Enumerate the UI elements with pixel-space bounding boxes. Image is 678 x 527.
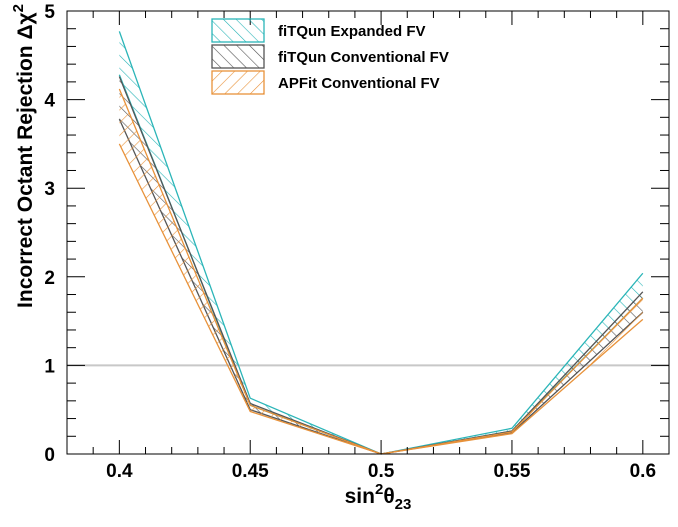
legend-label: fiTQun Conventional FV — [278, 49, 449, 66]
y-tick-label: 4 — [44, 91, 55, 112]
x-axis-label-sup: 2 — [375, 481, 383, 498]
legend-item: APFit Conventional FV — [211, 70, 440, 95]
x-axis-label-sub: 23 — [395, 496, 412, 513]
x-tick-label: 0.4 — [106, 461, 133, 482]
legend: fiTQun Expanded FV fiTQun Conventional FV… — [211, 18, 449, 95]
axis-layer: 0.4 0.45 0.5 0.55 0.6012345sin2θ23Incorrect … — [10, 2, 670, 513]
series-band — [118, 31, 644, 455]
legend-item: fiTQun Conventional FV — [211, 44, 449, 69]
legend-label: fiTQun Expanded FV — [278, 23, 426, 40]
x-tick-label: 0.6 — [630, 461, 656, 482]
y-tick-label: 2 — [44, 268, 55, 289]
series-band-fill — [119, 31, 643, 455]
y-axis-label-text: Incorrect Octant Rejection Δχ — [14, 12, 37, 308]
x-tick-label: 0.5 — [368, 461, 395, 482]
y-tick-label: 0 — [44, 445, 55, 466]
legend-swatch — [211, 70, 265, 95]
x-axis-label-base: sin — [345, 485, 375, 508]
legend-swatch — [211, 44, 265, 69]
x-tick-label: 0.55 — [493, 461, 530, 482]
legend-swatch — [211, 18, 265, 43]
y-tick-label: 3 — [44, 179, 55, 200]
y-axis-label: Incorrect Octant Rejection Δχ2 — [10, 4, 37, 308]
x-axis-label: sin2θ23 — [345, 481, 412, 513]
y-tick-label: 5 — [44, 2, 55, 23]
series-upper-line — [118, 31, 644, 455]
x-axis-label-theta: θ — [383, 485, 394, 508]
y-axis-label-sup: 2 — [10, 4, 27, 12]
plot-frame — [66, 10, 670, 455]
series-layer — [118, 31, 644, 455]
legend-item: fiTQun Expanded FV — [211, 18, 426, 43]
x-tick-label: 0.45 — [232, 461, 269, 482]
y-tick-label: 1 — [44, 356, 55, 377]
legend-label: APFit Conventional FV — [278, 75, 440, 92]
